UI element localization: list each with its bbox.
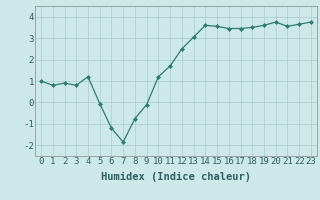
X-axis label: Humidex (Indice chaleur): Humidex (Indice chaleur) xyxy=(101,172,251,182)
